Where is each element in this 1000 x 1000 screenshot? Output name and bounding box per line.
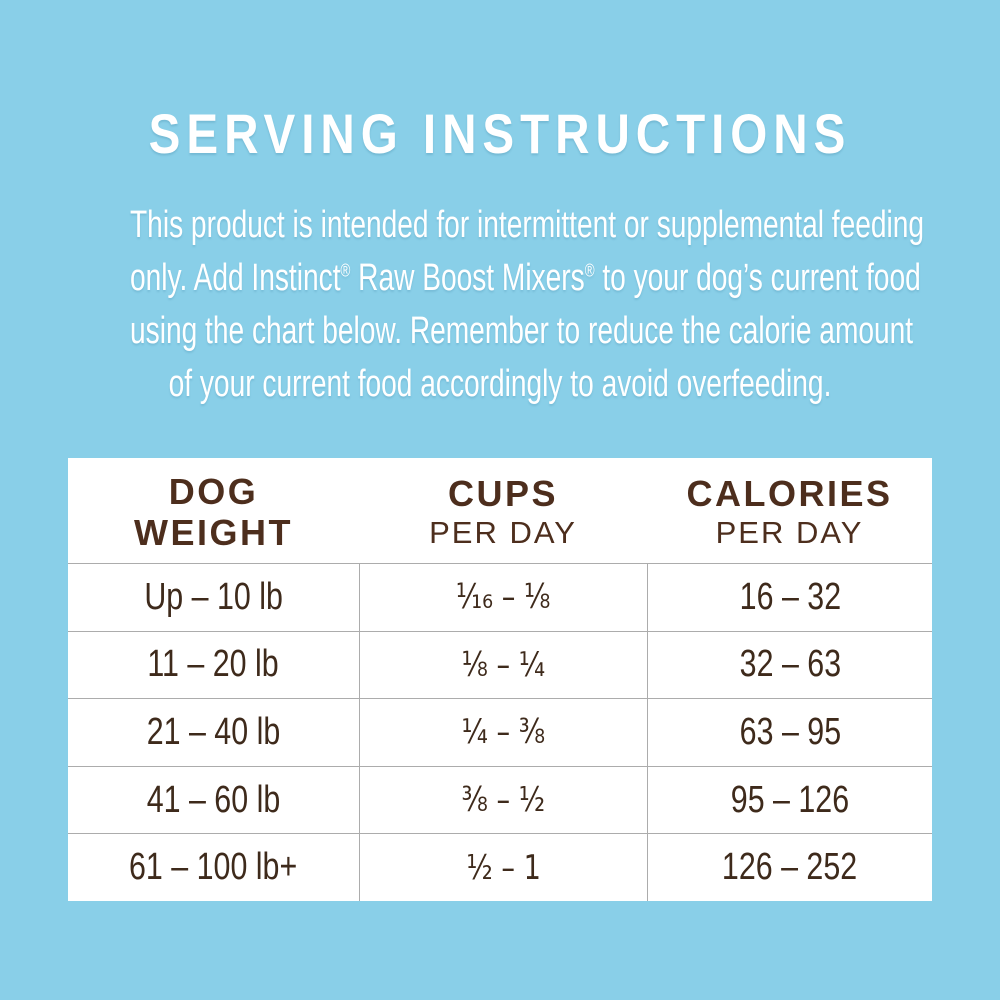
cell-calories-per-day: 16 – 32	[647, 563, 932, 631]
column-header-cups-per-day: CUPS PER DAY	[359, 458, 647, 563]
cell-value: Up – 10 lb	[144, 575, 283, 618]
intro-line-2: only. Add Instinct® Raw Boost Mixers® to…	[130, 252, 921, 305]
intro-line-1: This product is intended for intermitten…	[130, 204, 925, 246]
header-line: DOG	[168, 470, 259, 512]
cell-value: 16 – 32	[739, 575, 841, 618]
cell-cups-per-day: ¹⁄₁₆ – ⅛	[359, 563, 647, 631]
header-subline: PER DAY	[715, 514, 864, 550]
cell-value: ½ – 1	[466, 847, 541, 888]
cell-dog-weight: 21 – 40 lb	[68, 698, 359, 766]
cell-dog-weight: 11 – 20 lb	[68, 630, 359, 699]
cell-value: 21 – 40 lb	[146, 710, 281, 753]
cell-value: 126 – 252	[722, 846, 858, 889]
cell-dog-weight: 61 – 100 lb+	[68, 833, 359, 901]
registered-mark-icon: ®	[340, 260, 351, 281]
header-line: CUPS	[447, 472, 559, 514]
header-line: WEIGHT	[134, 511, 293, 553]
header-line: CALORIES	[686, 472, 893, 514]
page-title: SERVING INSTRUCTIONS	[148, 102, 852, 165]
cell-dog-weight: 41 – 60 lb	[68, 765, 359, 834]
intro-line-2-text: to your dog’s current food	[594, 257, 921, 299]
intro-line-2-text: Raw Boost Mixers	[350, 257, 585, 299]
cell-cups-per-day: ¼ – ⅜	[359, 698, 647, 766]
cell-cups-per-day: ⅛ – ¼	[359, 630, 647, 699]
cell-value: 41 – 60 lb	[146, 778, 281, 821]
cell-calories-per-day: 126 – 252	[647, 833, 932, 901]
cell-value: 11 – 20 lb	[147, 643, 280, 686]
cell-value: 32 – 63	[739, 643, 841, 686]
cell-value: ⅛ – ¼	[461, 644, 546, 685]
intro-line-2-text: only. Add Instinct	[130, 257, 341, 299]
cell-cups-per-day: ½ – 1	[359, 833, 647, 901]
header-subline: PER DAY	[429, 514, 577, 550]
cell-calories-per-day: 63 – 95	[647, 698, 932, 766]
cell-calories-per-day: 32 – 63	[647, 630, 932, 699]
cell-dog-weight: Up – 10 lb	[68, 563, 359, 631]
cell-value: ⅜ – ½	[461, 780, 546, 821]
intro-paragraph: This product is intended for intermitten…	[0, 199, 1000, 411]
cell-calories-per-day: 95 – 126	[647, 765, 932, 834]
intro-line-4: of your current food accordingly to avoi…	[168, 363, 832, 405]
registered-mark-icon: ®	[584, 260, 595, 281]
cell-value: 63 – 95	[739, 710, 841, 753]
feeding-table: DOG WEIGHT CUPS PER DAY CALORIES PER DAY…	[68, 458, 932, 901]
cell-value: ¹⁄₁₆ – ⅛	[456, 577, 551, 618]
cell-cups-per-day: ⅜ – ½	[359, 765, 647, 834]
intro-line-3: using the chart below. Remember to reduc…	[130, 310, 914, 352]
cell-value: ¼ – ⅜	[461, 712, 546, 753]
column-header-calories-per-day: CALORIES PER DAY	[647, 458, 932, 563]
cell-value: 61 – 100 lb+	[129, 846, 298, 889]
cell-value: 95 – 126	[730, 778, 850, 821]
column-header-dog-weight: DOG WEIGHT	[68, 458, 359, 563]
